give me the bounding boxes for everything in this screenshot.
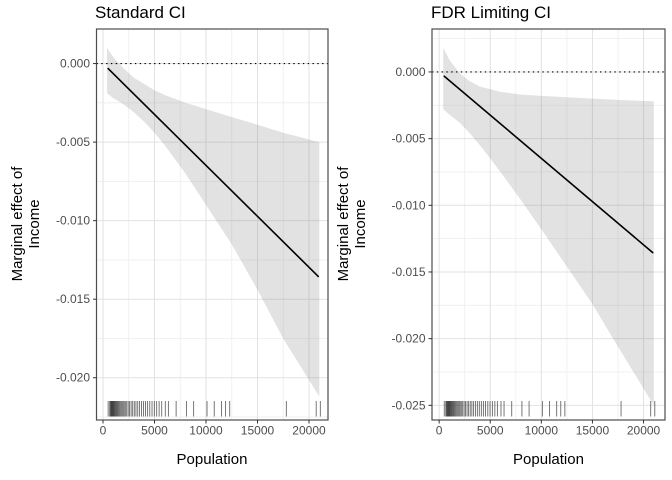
plot-title-fdr-limiting-ci: FDR Limiting CI xyxy=(431,3,551,22)
y-tick-label: -0.010 xyxy=(56,214,90,228)
x-tick-label: 15000 xyxy=(241,424,275,438)
y-tick-label: 0.000 xyxy=(395,65,425,79)
y-tick-label: -0.025 xyxy=(391,398,425,412)
axis-ticks: 0.000 -0.005 -0.010 -0.015 -0.020 0 5000 10000 1… xyxy=(56,57,326,438)
y-tick-label: -0.020 xyxy=(391,332,425,346)
y-tick-label: -0.005 xyxy=(391,132,425,146)
axis-ticks: 0.000 -0.005 -0.010 -0.015 -0.020 -0.025 0 5000… xyxy=(391,65,660,438)
x-tick-label: 0 xyxy=(436,424,443,438)
x-tick-label: 20000 xyxy=(627,424,661,438)
y-axis-label-left: Marginal effect of Income xyxy=(9,166,43,282)
confidence-band xyxy=(107,47,320,397)
effect-line xyxy=(443,75,654,254)
y-tick-label: 0.000 xyxy=(60,57,90,71)
x-tick-label: 10000 xyxy=(189,424,223,438)
x-tick-label: 5000 xyxy=(141,424,168,438)
gridlines xyxy=(432,29,665,420)
y-tick-label: -0.015 xyxy=(391,265,425,279)
y-tick-label: -0.010 xyxy=(391,198,425,212)
panel-border xyxy=(431,28,666,421)
effect-line xyxy=(107,67,320,278)
panel-fdr_limiting_ci: 0.000 -0.005 -0.010 -0.015 -0.020 -0.025 0 5000… xyxy=(391,28,666,438)
x-tick-label: 15000 xyxy=(576,424,610,438)
x-tick-label: 10000 xyxy=(525,424,559,438)
x-tick-label: 20000 xyxy=(292,424,326,438)
x-tick-label: 5000 xyxy=(477,424,504,438)
x-axis-label-right: Population xyxy=(513,451,584,468)
x-axis-label-left: Population xyxy=(176,451,248,468)
gridlines xyxy=(96,29,328,420)
rug-marks xyxy=(443,401,656,417)
panel-standard_ci: 0.000 -0.005 -0.010 -0.015 -0.020 0 5000 10000 1… xyxy=(56,28,329,438)
panel-border xyxy=(95,28,329,421)
y-tick-label: -0.015 xyxy=(56,292,90,306)
y-tick-label: -0.005 xyxy=(56,135,90,149)
confidence-band xyxy=(443,47,654,406)
x-tick-label: 0 xyxy=(100,424,107,438)
y-tick-label: -0.020 xyxy=(56,371,90,385)
y-axis-label-right: Marginal effect of Income xyxy=(335,166,369,282)
rug-marks xyxy=(107,401,321,417)
plot-title-standard-ci: Standard CI xyxy=(95,3,186,22)
